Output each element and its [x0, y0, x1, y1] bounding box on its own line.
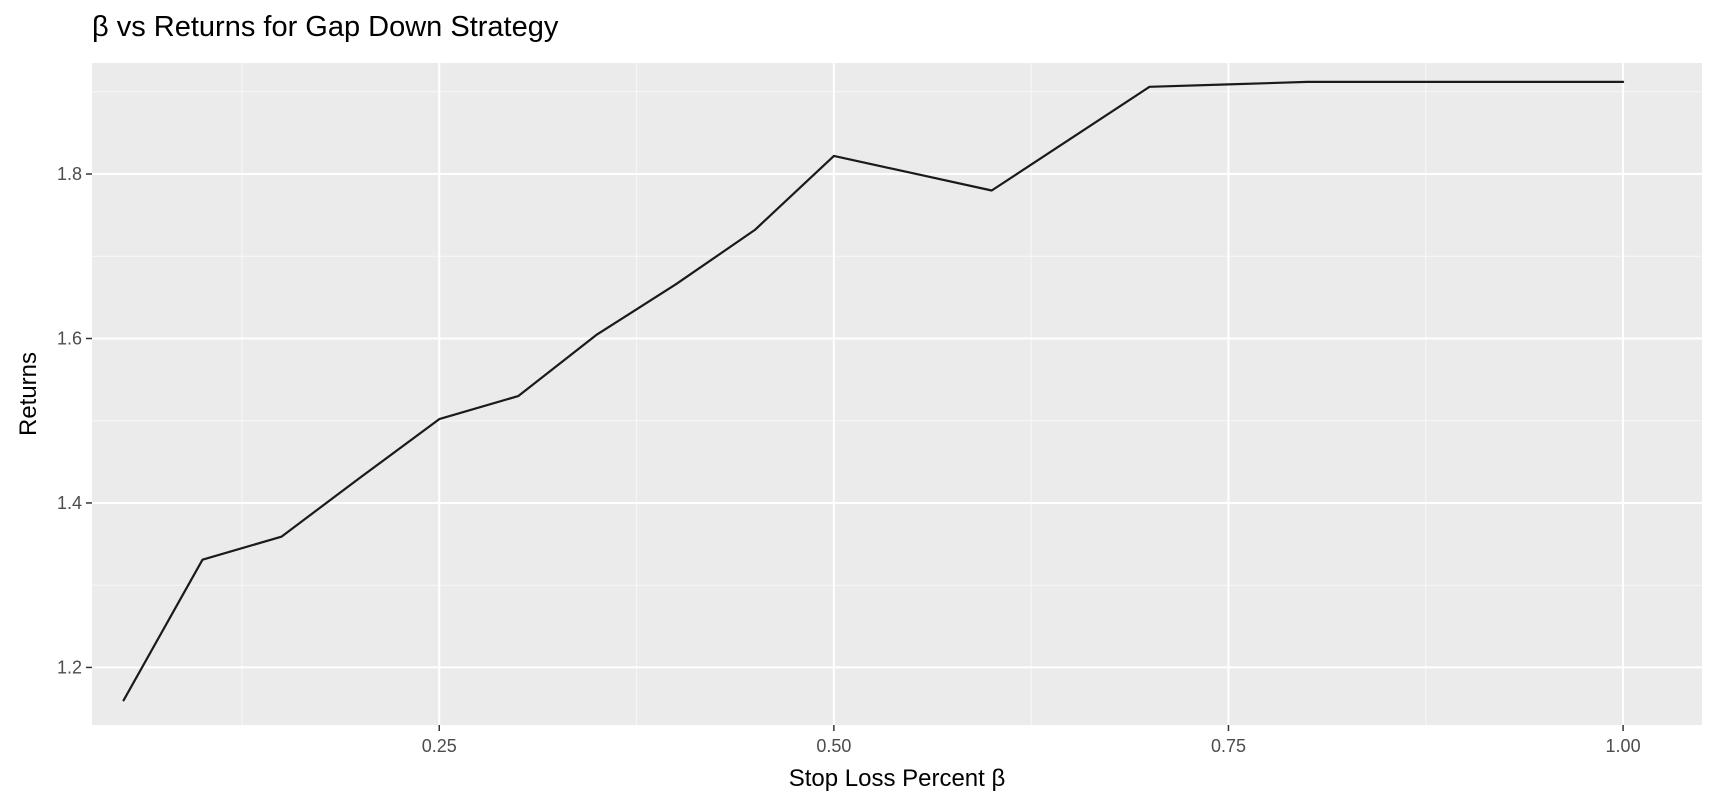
y-tick-label: 1.8 [57, 164, 82, 184]
series-layer [122, 80, 1625, 702]
chart-title: β vs Returns for Gap Down Strategy [92, 11, 559, 43]
y-tick-label: 1.6 [57, 328, 82, 348]
x-tick-label: 0.50 [816, 736, 851, 756]
series-line [122, 80, 1625, 702]
x-tick-label: 0.75 [1211, 736, 1246, 756]
x-tick-label: 0.25 [422, 736, 457, 756]
plot-panel [92, 63, 1702, 725]
major-gridlines [92, 63, 1702, 725]
y-axis-title: Returns [15, 352, 42, 436]
y-tick-label: 1.2 [57, 657, 82, 677]
y-tick-label: 1.4 [57, 493, 82, 513]
x-tick-label: 1.00 [1606, 736, 1641, 756]
axis-ticks: 0.25 0.50 0.75 1.00 1.2 1.4 1.6 1.8 [57, 164, 1641, 756]
x-axis-title: Stop Loss Percent β [789, 765, 1006, 792]
